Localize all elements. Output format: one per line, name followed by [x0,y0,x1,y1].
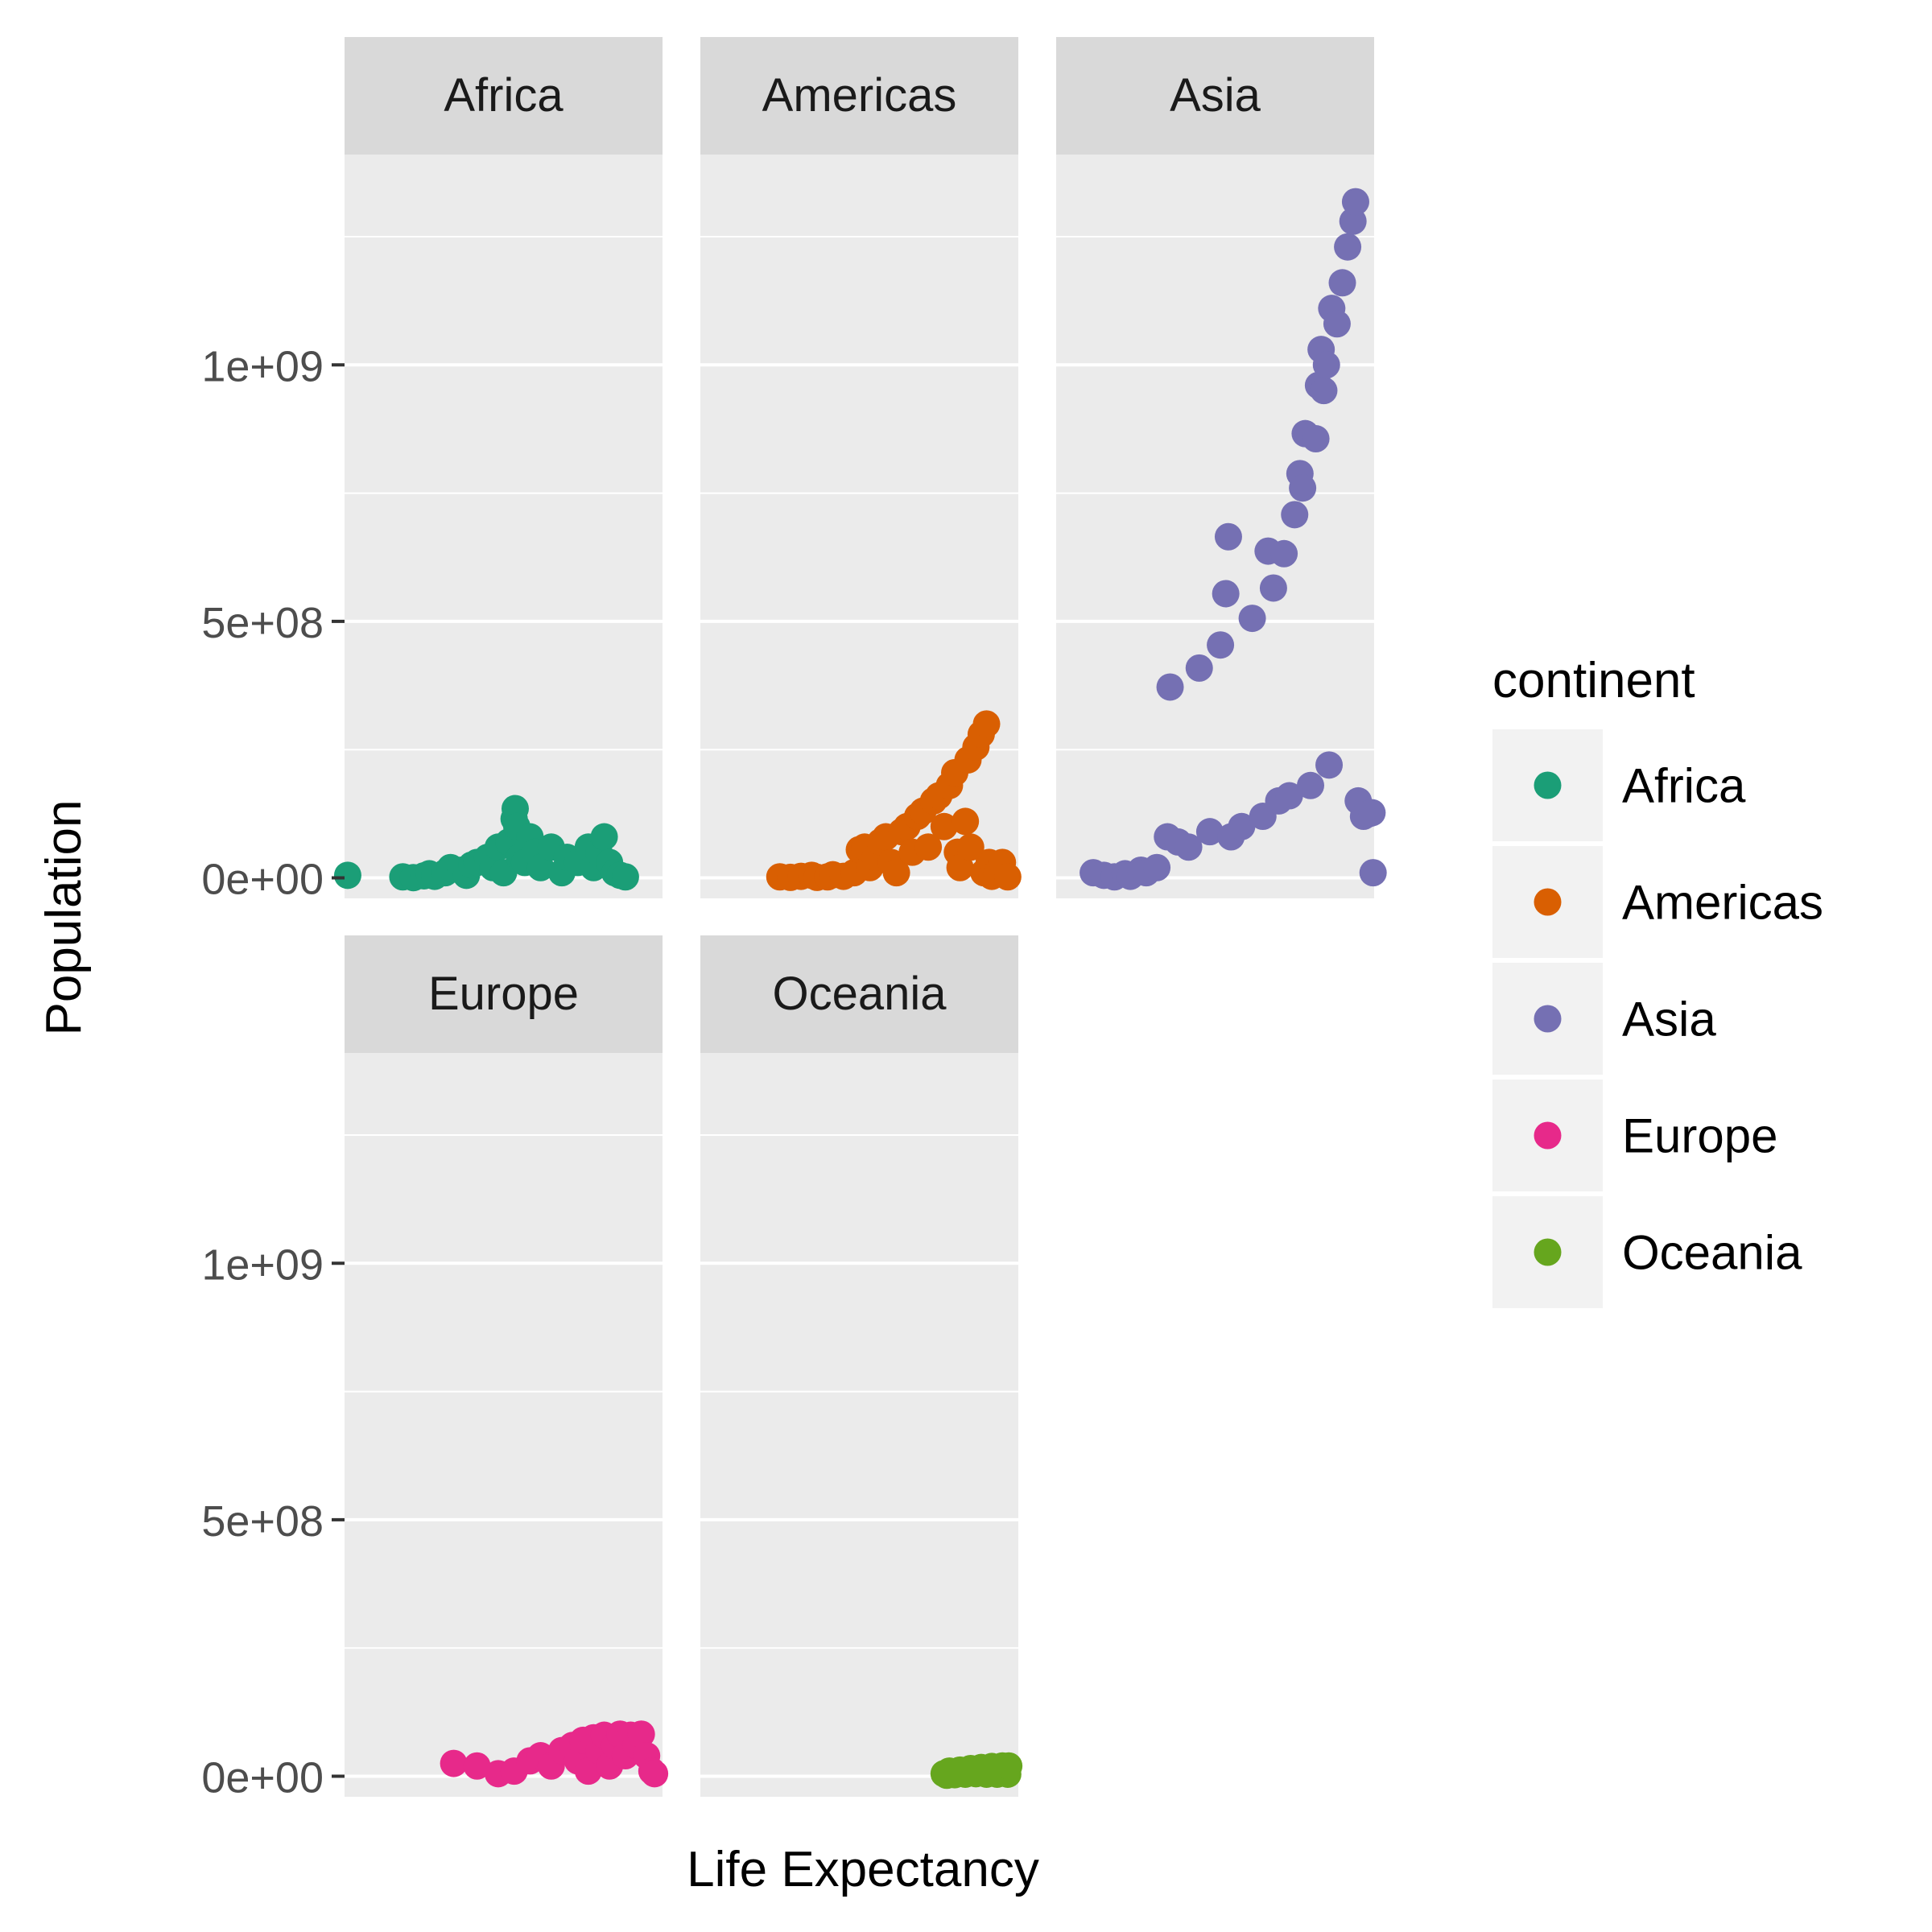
data-point [1212,580,1240,608]
data-point [882,859,910,887]
data-point [993,863,1022,891]
facet-panel-africa: Africa [333,37,663,898]
plot-background [1056,155,1374,898]
y-tick-label: 0e+00 [201,1754,324,1802]
plot-background [700,1053,1018,1797]
y-axis: 0e+00 5e+08 1e+09 [201,342,345,904]
facet-label: Asia [1170,69,1261,122]
legend: continent Africa Americas Asia Europe Oceani… [1492,653,1823,1308]
data-point [1275,782,1303,810]
data-point [1315,751,1344,779]
facet-label: Africa [444,69,564,122]
plot-background [345,155,663,898]
facet-panel-americas: Americas [700,37,1022,898]
facet-label: Americas [762,69,957,122]
y-axis-title: Population [36,799,92,1035]
facet-label: Oceania [772,968,947,1020]
legend-swatch [1534,888,1562,916]
legend-label: Europe [1622,1109,1777,1163]
data-point [1259,574,1287,602]
facet-panel-europe: Europe [345,935,669,1797]
data-point [1270,539,1298,568]
data-point [930,812,958,840]
series-oceania [930,1752,1023,1790]
legend-label: Africa [1622,759,1746,813]
y-axis: 0e+00 5e+08 1e+09 [201,1241,345,1802]
y-tick-label: 5e+08 [201,599,324,647]
facet-panel-oceania: Oceania [700,935,1023,1797]
facet-panel-asia: Asia [1056,37,1387,898]
data-point [1341,188,1369,216]
data-point [1228,812,1256,840]
data-point [440,1749,468,1777]
series-europe [440,1720,669,1788]
legend-item-oceania: Oceania [1492,1196,1802,1308]
facet-strip [1056,37,1374,155]
legend-item-africa: Africa [1492,729,1746,841]
data-point [1207,631,1235,659]
legend-swatch [1534,1121,1562,1150]
data-point [1195,818,1224,846]
data-point [1328,269,1356,297]
data-point [1238,605,1266,633]
legend-swatch [1534,1238,1562,1266]
data-point [463,1752,491,1780]
data-point [1358,799,1386,827]
series-americas [766,710,1022,891]
legend-label: Oceania [1622,1226,1802,1280]
data-point [1174,833,1203,861]
legend-label: Americas [1622,876,1823,930]
series-asia [1080,188,1387,891]
data-point [1334,233,1362,261]
data-point [641,1760,669,1788]
plot-background [700,155,1018,898]
legend-item-asia: Asia [1492,963,1716,1075]
data-point [1289,474,1317,502]
plot-background [345,1053,663,1797]
data-point [1185,654,1213,682]
data-point [1359,859,1387,887]
data-point [1214,522,1242,551]
data-point [952,807,980,836]
legend-swatch [1534,771,1562,799]
data-point [1310,377,1338,405]
data-point [1143,853,1171,881]
data-point [627,1720,655,1748]
legend-item-europe: Europe [1492,1080,1777,1191]
data-point [526,853,555,881]
data-point [972,710,1001,738]
data-point [1323,310,1351,338]
data-point [1312,351,1340,379]
data-point [1281,501,1309,529]
data-point [590,823,618,851]
facet-panels: Africa Americas Asia Europe Oceania [333,37,1387,1797]
legend-title: continent [1492,653,1695,708]
data-point [574,1757,602,1785]
y-axes: 0e+00 5e+08 1e+09 0e+00 5e+08 1e+09 [201,342,345,1802]
data-point [956,833,985,861]
facet-strip [700,37,1018,155]
legend-label: Asia [1622,993,1716,1046]
y-tick-label: 1e+09 [201,1241,324,1289]
data-point [611,863,639,891]
legend-swatch [1534,1005,1562,1033]
legend-item-americas: Americas [1492,846,1823,958]
data-point [914,833,943,861]
data-point [1302,425,1330,453]
y-tick-label: 1e+09 [201,342,324,390]
y-tick-label: 5e+08 [201,1497,324,1546]
data-point [946,853,974,881]
facet-strip [345,935,663,1053]
x-axis-title: Life Expectancy [687,1842,1039,1897]
facet-strip [345,37,663,155]
data-point [1156,673,1184,701]
data-point [333,861,361,890]
facet-strip [700,935,1018,1053]
data-point [995,1752,1023,1780]
series-africa [333,795,639,892]
data-point [1297,771,1324,799]
facet-label: Europe [428,968,579,1020]
y-tick-label: 0e+00 [201,856,324,904]
